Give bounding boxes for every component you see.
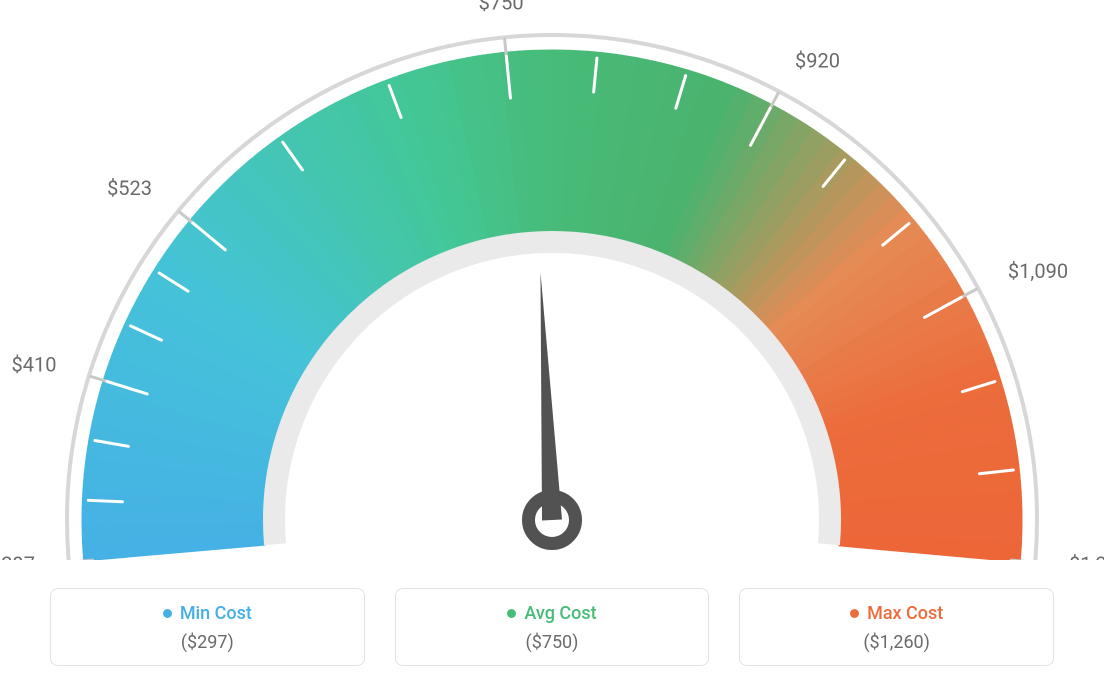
legend-card-max: Max Cost ($1,260) [739, 588, 1054, 666]
gauge-tick-label: $750 [479, 0, 524, 14]
legend-value-max: ($1,260) [750, 632, 1043, 653]
gauge-svg: $297 $410 $523 $750 $920 $1,090 $1,260 [0, 0, 1104, 560]
gauge-tick-label: $920 [795, 48, 840, 72]
legend-row: Min Cost ($297) Avg Cost ($750) Max Cost… [0, 588, 1104, 666]
legend-title-max: Max Cost [750, 603, 1043, 624]
legend-card-avg: Avg Cost ($750) [395, 588, 710, 666]
gauge-tick-label: $410 [11, 353, 56, 377]
legend-card-min: Min Cost ($297) [50, 588, 365, 666]
legend-value-min: ($297) [61, 632, 354, 653]
gauge-tick-label: $523 [107, 176, 152, 200]
legend-title-min: Min Cost [61, 603, 354, 624]
gauge-needle [540, 272, 562, 520]
legend-dot-min [163, 609, 172, 618]
gauge-tick-label: $1,260 [1069, 552, 1104, 560]
legend-value-avg: ($750) [406, 632, 699, 653]
legend-dot-max [850, 609, 859, 618]
legend-dot-avg [507, 609, 516, 618]
gauge-tick-label: $297 [0, 552, 35, 560]
legend-label-avg: Avg Cost [524, 603, 596, 624]
gauge-tick-label: $1,090 [1008, 259, 1068, 283]
legend-title-avg: Avg Cost [406, 603, 699, 624]
legend-label-max: Max Cost [867, 603, 943, 624]
gauge-chart: $297 $410 $523 $750 $920 $1,090 $1,260 [0, 0, 1104, 560]
legend-label-min: Min Cost [180, 603, 252, 624]
